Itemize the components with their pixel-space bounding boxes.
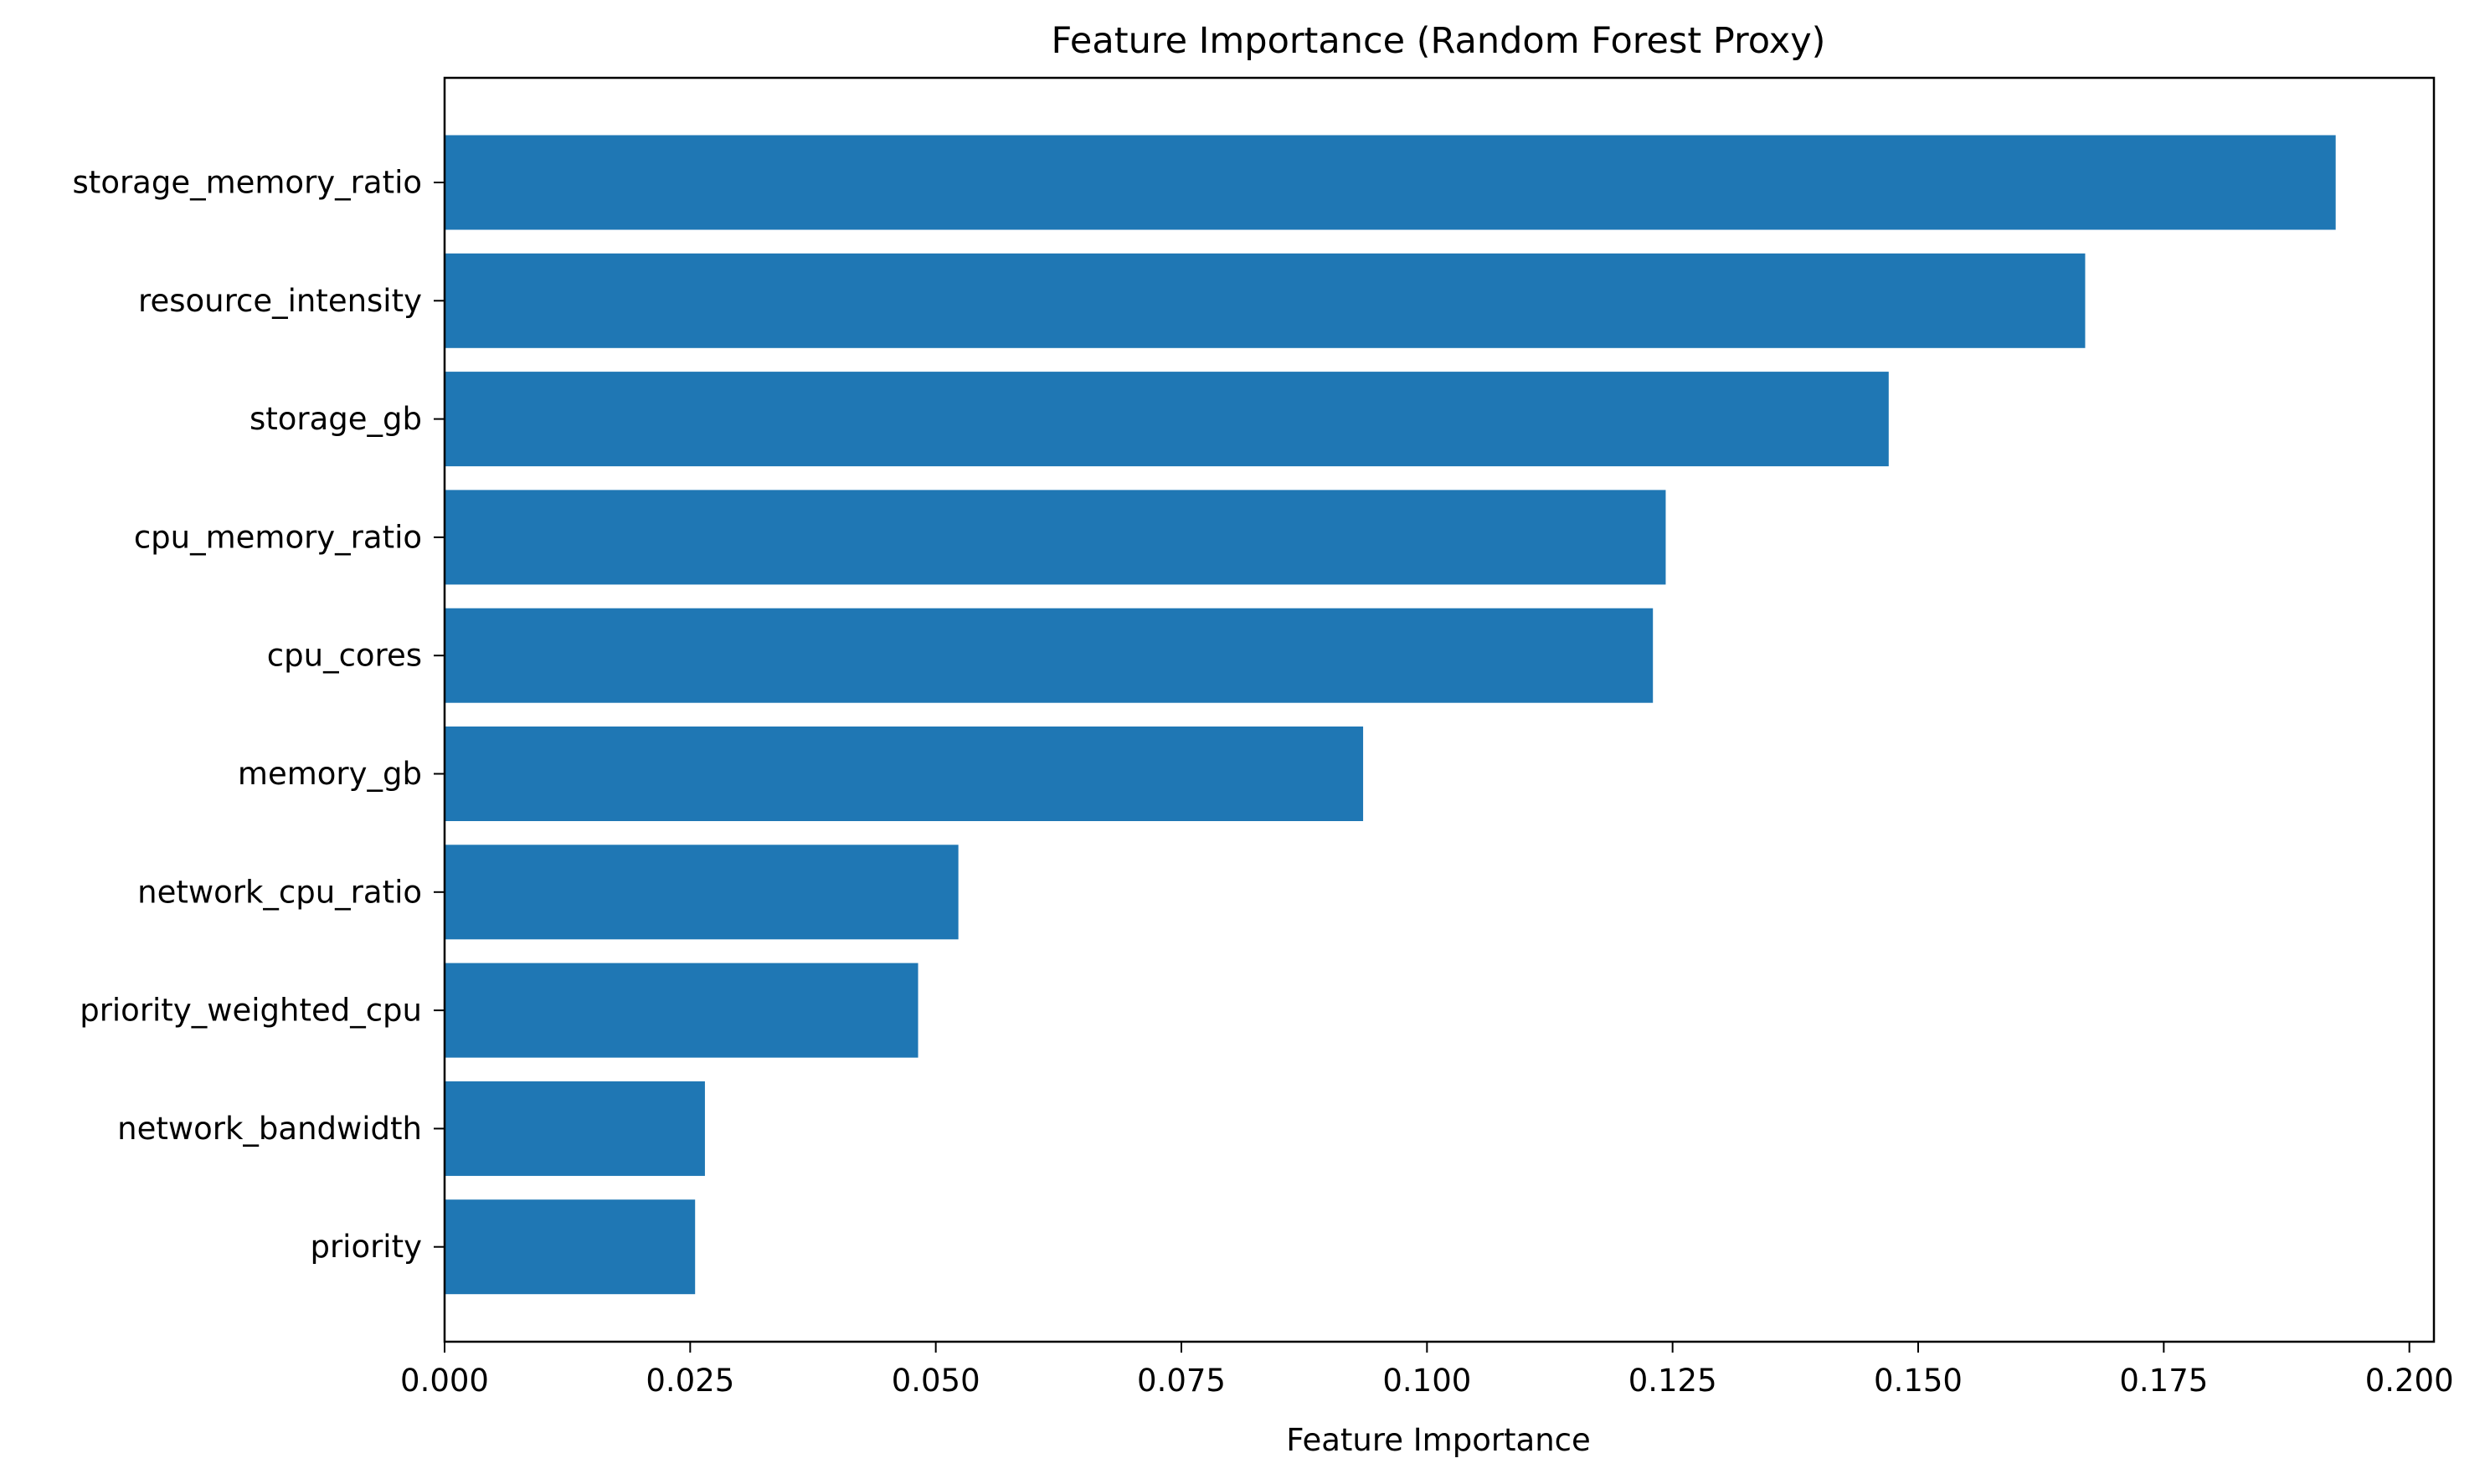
bar-priority-weighted-cpu bbox=[445, 963, 918, 1058]
x-axis-label: Feature Importance bbox=[1286, 1422, 1591, 1458]
y-tick-label: cpu_cores bbox=[267, 638, 422, 674]
y-tick-label: priority bbox=[310, 1229, 422, 1265]
y-axis: storage_memory_ratio resource_intensityst… bbox=[73, 165, 445, 1265]
bar-priority bbox=[445, 1199, 696, 1295]
x-tick-label: 0.025 bbox=[646, 1363, 734, 1399]
x-tick-label: 0.125 bbox=[1628, 1363, 1717, 1399]
y-tick-label: network_cpu_ratio bbox=[137, 874, 422, 910]
bar-network-cpu-ratio bbox=[445, 845, 959, 940]
plot-frame bbox=[443, 76, 2436, 1343]
bar-cpu-memory-ratio bbox=[445, 490, 1666, 585]
y-tick-label: network_bandwidth bbox=[117, 1111, 422, 1147]
y-tick-label: memory_gb bbox=[238, 756, 422, 792]
bars-layer bbox=[445, 135, 2336, 1295]
y-tick-label: resource_intensity bbox=[138, 283, 422, 319]
bar-network-bandwidth bbox=[445, 1081, 705, 1176]
x-tick-label: 0.100 bbox=[1382, 1363, 1471, 1399]
y-tick-label: cpu_memory_ratio bbox=[134, 519, 422, 555]
y-tick-label: storage_gb bbox=[250, 401, 422, 437]
bar-storage-gb bbox=[445, 372, 1889, 467]
x-tick-label: 0.050 bbox=[892, 1363, 980, 1399]
bar-memory-gb bbox=[445, 727, 1364, 821]
x-tick-label: 0.075 bbox=[1137, 1363, 1226, 1399]
bar-resource-intensity bbox=[445, 253, 2086, 348]
x-tick-label: 0.175 bbox=[2119, 1363, 2208, 1399]
bar-storage-memory-ratio bbox=[445, 135, 2336, 230]
bar-cpu-cores bbox=[445, 608, 1654, 703]
x-tick-label: 0.150 bbox=[1874, 1363, 1963, 1399]
chart-title: Feature Importance (Random Forest Proxy) bbox=[1052, 20, 1826, 62]
y-tick-label: priority_weighted_cpu bbox=[80, 993, 422, 1029]
x-axis: 0.000 0.025 0.050 0.075 0.100 0.125 0.150 0.175… bbox=[400, 1342, 2454, 1399]
x-tick-label: 0.000 bbox=[400, 1363, 489, 1399]
x-tick-label: 0.200 bbox=[2365, 1363, 2454, 1399]
y-tick-label: storage_memory_ratio bbox=[73, 165, 422, 201]
